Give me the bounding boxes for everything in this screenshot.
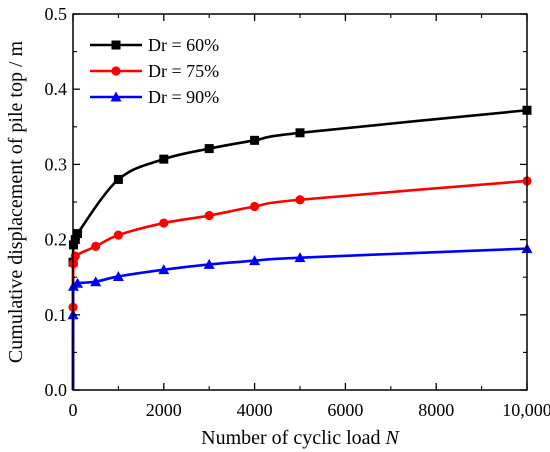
series-line-3 xyxy=(71,247,528,391)
data-point-series-2 xyxy=(250,201,260,212)
y-tick-label: 0.1 xyxy=(45,305,68,325)
legend-marker-2 xyxy=(111,66,121,76)
legend-label-3: Dr = 90% xyxy=(148,87,219,107)
data-point-series-1 xyxy=(250,135,260,145)
data-point-series-3 xyxy=(72,277,84,288)
x-tick-labels: 0 2000 4000 6000 8000 10,000 xyxy=(69,400,550,420)
x-tick-label: 10,000 xyxy=(502,400,550,420)
y-axis-title: Cumulative displacement of pile top / m xyxy=(5,40,27,363)
legend-label-1: Dr = 60% xyxy=(148,35,219,55)
data-point-series-3 xyxy=(203,258,215,269)
data-point-series-1 xyxy=(204,144,214,154)
legend-marker-1 xyxy=(111,40,121,50)
data-point-series-2 xyxy=(113,230,123,240)
series-curves xyxy=(71,108,528,391)
data-point-series-3 xyxy=(112,270,124,281)
data-point-series-1 xyxy=(113,174,123,184)
y-tick-label: 0.5 xyxy=(45,4,68,24)
x-tick-label: 0 xyxy=(69,400,78,420)
data-point-series-2 xyxy=(91,241,101,251)
data-point-series-1 xyxy=(159,154,169,164)
data-point-series-2 xyxy=(159,218,169,228)
y-tick-label: 0.2 xyxy=(45,230,68,250)
data-point-series-3 xyxy=(90,276,102,287)
y-tick-labels: 0.0 0.1 0.2 0.3 0.4 0.5 xyxy=(45,4,68,400)
data-point-series-2 xyxy=(204,210,214,221)
data-point-series-2 xyxy=(295,195,305,205)
y-tick-label: 0.4 xyxy=(45,79,68,99)
data-point-series-2 xyxy=(70,251,80,261)
legend-marker-3 xyxy=(110,91,122,102)
data-point-series-3 xyxy=(294,252,306,263)
data-point-series-3 xyxy=(158,264,170,275)
data-point-series-1 xyxy=(73,229,83,239)
series-line-2 xyxy=(71,179,528,391)
y-tick-label: 0.3 xyxy=(45,154,68,174)
axis-ticks xyxy=(72,13,528,391)
x-tick-label: 6000 xyxy=(327,400,363,420)
legend: Dr = 60% Dr = 75% Dr = 90% xyxy=(90,35,219,107)
x-tick-label: 2000 xyxy=(146,400,182,420)
x-axis-title: Number of cyclic load N xyxy=(201,427,400,449)
x-tick-label: 8000 xyxy=(418,400,454,420)
legend-label-2: Dr = 75% xyxy=(148,61,219,81)
y-tick-label: 0.0 xyxy=(45,380,68,400)
x-tick-label: 4000 xyxy=(237,400,273,420)
series-markers xyxy=(67,105,533,320)
data-point-series-1 xyxy=(295,128,305,138)
data-point-series-3 xyxy=(249,255,261,266)
